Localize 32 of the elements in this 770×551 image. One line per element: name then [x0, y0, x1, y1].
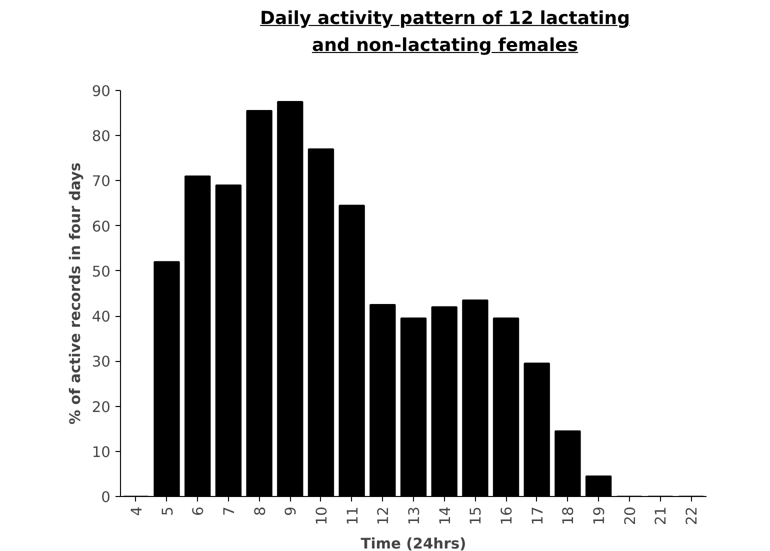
x-tick-label: 15	[468, 506, 485, 526]
y-tick-label: 0	[101, 489, 111, 506]
y-tick-label: 80	[92, 128, 111, 146]
y-tick-label: 90	[92, 83, 111, 100]
y-tick-label: 40	[92, 308, 111, 326]
x-tick-label: 22	[684, 506, 701, 526]
chart-title: Daily activity pattern of 12 lactating and non-lactating females	[259, 7, 631, 58]
x-axis-title: Time (24hrs)	[360, 536, 466, 551]
x-tick-label: 12	[375, 506, 392, 526]
y-tick-label: 30	[92, 354, 111, 371]
x-tick-label: 4	[128, 506, 146, 516]
x-tick-label: 7	[220, 506, 238, 516]
x-tick-label: 18	[560, 506, 578, 526]
x-tick-label: 11	[344, 506, 362, 526]
y-tick-label: 20	[92, 398, 111, 416]
y-tick-label: 60	[92, 218, 111, 236]
x-tick-label: 21	[652, 506, 670, 526]
x-tick-label: 8	[252, 506, 269, 516]
y-tick-label: 70	[92, 173, 111, 190]
y-tick-label: 50	[92, 263, 111, 280]
x-tick-label: 17	[529, 506, 546, 526]
y-axis-title: % of active records in four days	[66, 162, 84, 424]
x-tick-label: 19	[591, 506, 608, 526]
x-tick-label: 13	[406, 506, 423, 526]
x-tick-label: 14	[436, 506, 454, 526]
x-tick-label: 5	[159, 506, 176, 516]
y-tick-label: 10	[92, 444, 111, 461]
x-tick-label: 16	[498, 506, 516, 526]
x-tick-label: 20	[622, 506, 639, 526]
x-tick-label: 9	[282, 506, 300, 516]
x-tick-label: 10	[313, 506, 330, 526]
x-tick-label: 6	[190, 506, 208, 516]
